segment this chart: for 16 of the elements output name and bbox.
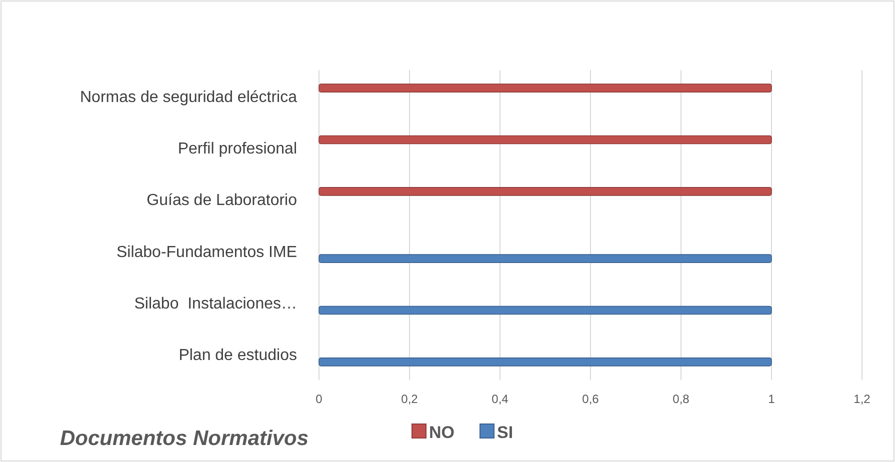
x-tick-label: 1,2 bbox=[854, 392, 871, 406]
x-tick-label: 0,4 bbox=[492, 392, 509, 406]
y-tick-label: Silabo-Fundamentos IME bbox=[116, 244, 297, 261]
y-tick-label: Plan de estudios bbox=[178, 347, 297, 364]
y-tick-label: Guías de Laboratorio bbox=[146, 192, 298, 210]
y-tick-label: Normas de seguridad eléctrica bbox=[80, 88, 298, 106]
x-tick-label: 0,2 bbox=[401, 392, 418, 406]
x-tick-label: 0 bbox=[316, 392, 323, 406]
x-tick-label: 1 bbox=[768, 392, 776, 406]
y-tick-label: Perfil profesional bbox=[178, 140, 297, 158]
legend-label: NO bbox=[429, 423, 454, 442]
x-tick-label: 0,6 bbox=[582, 392, 600, 406]
x-tick-label: 0,8 bbox=[672, 392, 690, 406]
text: Documentos Normativos bbox=[60, 427, 309, 450]
legend-label: SI bbox=[497, 423, 514, 442]
y-tick-label: Silabo Instalaciones… bbox=[134, 296, 297, 312]
